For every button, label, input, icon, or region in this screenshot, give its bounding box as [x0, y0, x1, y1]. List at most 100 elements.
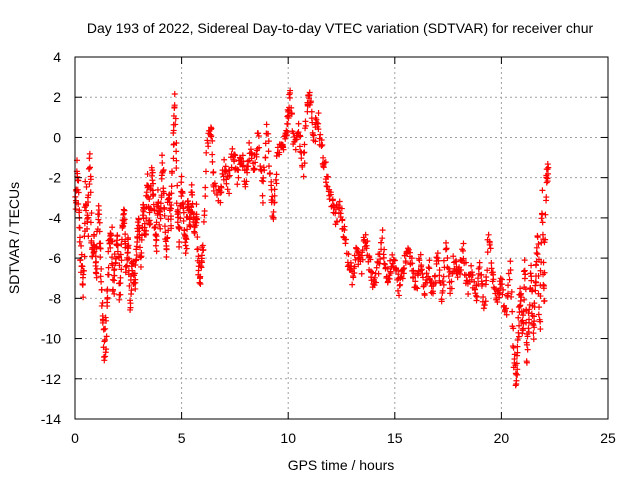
data-point — [420, 274, 427, 281]
data-point — [81, 253, 88, 260]
data-point — [412, 278, 419, 285]
data-point — [259, 192, 266, 199]
data-point — [79, 281, 86, 288]
data-point — [408, 255, 415, 262]
data-point — [362, 231, 369, 238]
data-point — [434, 250, 441, 257]
data-point — [497, 275, 504, 282]
data-point — [395, 287, 402, 294]
data-point — [393, 267, 400, 274]
data-point — [135, 216, 142, 223]
data-point — [519, 330, 526, 337]
data-point — [516, 322, 523, 329]
data-point — [208, 132, 215, 139]
data-point — [396, 292, 403, 299]
data-point — [530, 313, 537, 320]
data-point — [410, 274, 417, 281]
data-point — [469, 272, 476, 279]
data-point — [474, 293, 481, 300]
data-point — [471, 278, 478, 285]
data-point — [445, 265, 452, 272]
data-point — [465, 290, 472, 297]
data-point — [471, 286, 478, 293]
data-point — [239, 152, 246, 159]
data-point — [224, 186, 231, 193]
data-point — [146, 195, 153, 202]
data-point — [180, 199, 187, 206]
data-point — [486, 241, 493, 248]
data-point — [351, 252, 358, 259]
data-point — [148, 164, 155, 171]
data-point — [541, 239, 548, 246]
data-point — [480, 294, 487, 301]
data-point — [292, 146, 299, 153]
data-point — [208, 126, 215, 133]
data-point — [318, 137, 325, 144]
data-point — [86, 165, 93, 172]
data-point — [109, 288, 116, 295]
data-point — [93, 258, 100, 265]
data-point — [78, 262, 85, 269]
data-point — [474, 275, 481, 282]
data-point — [111, 251, 118, 258]
data-point — [288, 111, 295, 118]
data-point — [524, 346, 531, 353]
data-point — [205, 143, 212, 150]
data-point — [541, 297, 548, 304]
data-point — [413, 284, 420, 291]
data-point — [322, 159, 329, 166]
data-point — [542, 211, 549, 218]
data-point — [542, 236, 549, 243]
data-point — [203, 149, 210, 156]
data-point — [117, 291, 124, 298]
data-point — [521, 296, 528, 303]
data-point — [314, 120, 321, 127]
data-point — [131, 270, 138, 277]
data-point — [86, 150, 93, 157]
data-point — [246, 139, 253, 146]
data-point — [381, 260, 388, 267]
data-point — [508, 288, 515, 295]
data-point — [372, 279, 379, 286]
x-tick-label: 0 — [71, 430, 79, 446]
data-point — [418, 267, 425, 274]
data-point — [351, 270, 358, 277]
data-point — [198, 252, 205, 259]
data-point — [228, 164, 235, 171]
data-point — [514, 337, 521, 344]
data-point — [443, 245, 450, 252]
data-point — [462, 259, 469, 266]
data-point — [144, 171, 151, 178]
data-point — [152, 242, 159, 249]
data-point — [253, 153, 260, 160]
data-point — [157, 200, 164, 207]
data-point — [153, 233, 160, 240]
x-tick-label: 5 — [178, 430, 186, 446]
data-point — [308, 108, 315, 115]
data-point — [483, 273, 490, 280]
data-point — [107, 244, 114, 251]
data-point — [240, 162, 247, 169]
data-point — [184, 226, 191, 233]
data-point — [109, 224, 116, 231]
data-point — [535, 272, 542, 279]
data-point — [243, 178, 250, 185]
x-tick-labels: 0 5 10 15 20 25 — [71, 430, 616, 446]
data-point — [487, 245, 494, 252]
data-point — [243, 166, 250, 173]
x-tick-label: 10 — [280, 430, 296, 446]
data-point — [244, 169, 251, 176]
data-point — [375, 259, 382, 266]
data-point — [276, 151, 283, 158]
data-point — [178, 179, 185, 186]
data-point — [164, 234, 171, 241]
data-point — [168, 202, 175, 209]
data-point — [385, 275, 392, 282]
data-point — [80, 267, 87, 274]
data-point — [153, 248, 160, 255]
data-point — [315, 110, 322, 117]
data-point — [95, 216, 102, 223]
data-point — [520, 268, 527, 275]
data-point — [102, 325, 109, 332]
